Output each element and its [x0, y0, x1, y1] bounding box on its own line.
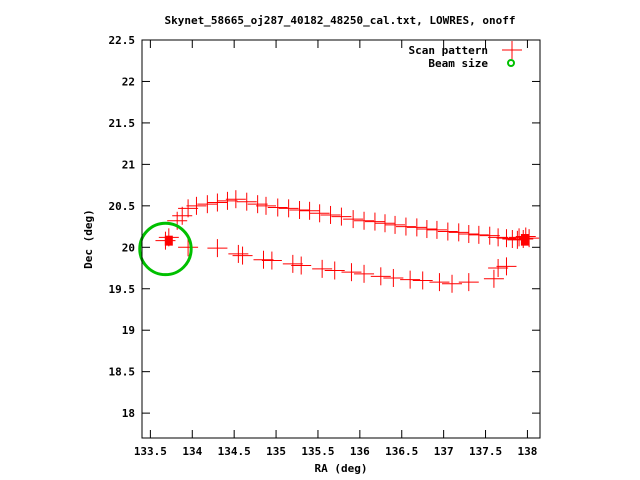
scan-point	[488, 259, 509, 278]
y-tick-label: 22	[122, 75, 135, 88]
scan-point	[207, 193, 228, 212]
scan-point	[426, 220, 447, 239]
scan-point	[217, 191, 238, 210]
x-tick-label: 138	[517, 445, 537, 458]
x-tick-label: 136.5	[385, 445, 418, 458]
scan-point	[320, 205, 341, 224]
scan-point	[282, 254, 303, 273]
scan-point	[437, 222, 458, 241]
scan-point	[299, 201, 320, 220]
scan-point	[236, 192, 257, 211]
scan-cluster-mark	[164, 235, 173, 246]
scan-point	[483, 269, 504, 288]
scan-point	[312, 259, 333, 278]
scan-point	[395, 217, 416, 236]
x-tick-label: 135	[266, 445, 286, 458]
y-tick-label: 20	[122, 241, 135, 254]
scan-point	[496, 257, 517, 276]
scan-point	[178, 199, 199, 218]
scan-point	[172, 206, 193, 225]
scan-point	[354, 211, 375, 230]
scan-point	[354, 264, 375, 283]
scan-point	[479, 226, 500, 245]
scan-point	[247, 195, 268, 214]
y-tick-label: 19.5	[109, 283, 136, 296]
scan-point	[468, 225, 489, 244]
x-axis: 133.5 134 134.5 135 135.5 136 136.5 137 137.5 138	[134, 40, 537, 458]
y-axis: 18 18.5 19 19.5 20 20.5 21 21.5 22 22.5	[109, 34, 540, 420]
scan-point	[341, 263, 362, 282]
scan-point	[225, 190, 246, 209]
scan-point	[253, 250, 274, 269]
scan-point	[232, 246, 253, 265]
legend-label-beam-size: Beam size	[428, 57, 488, 70]
scan-point	[488, 228, 509, 247]
scan-point	[324, 261, 345, 280]
scan-point	[186, 196, 207, 215]
scan-point	[448, 223, 469, 242]
scan-cluster-mark	[520, 234, 529, 246]
scan-point	[429, 273, 450, 292]
scan-point	[458, 273, 479, 292]
x-tick-label: 135.5	[301, 445, 334, 458]
x-tick-label: 137.5	[469, 445, 502, 458]
scan-point	[442, 274, 463, 293]
y-axis-label: Dec (deg)	[82, 209, 95, 269]
y-tick-label: 22.5	[109, 34, 136, 47]
scan-point	[458, 225, 479, 244]
y-tick-label: 21.5	[109, 117, 136, 130]
scan-point	[364, 212, 385, 231]
x-tick-label: 136	[350, 445, 370, 458]
scan-point	[309, 204, 330, 223]
x-tick-label: 137	[434, 445, 454, 458]
y-tick-label: 19	[122, 324, 135, 337]
scan-point	[256, 196, 277, 215]
y-tick-label: 21	[122, 158, 136, 171]
x-tick-label: 134	[182, 445, 202, 458]
y-tick-label: 20.5	[109, 200, 136, 213]
scan-point	[197, 195, 218, 214]
scan-point	[278, 199, 299, 218]
scan-point	[291, 256, 312, 275]
legend: Scan pattern Beam size	[409, 41, 522, 70]
scan-point	[385, 215, 406, 234]
x-tick-label: 133.5	[134, 445, 167, 458]
scan-point	[416, 220, 437, 239]
plot-frame	[141, 39, 541, 439]
scan-point	[267, 198, 288, 217]
scan-point	[412, 271, 433, 290]
legend-marker-beam-size	[507, 59, 515, 67]
scan-point	[289, 200, 310, 219]
scan-point	[178, 238, 199, 257]
x-axis-label: RA (deg)	[315, 462, 368, 475]
legend-marker-scan-pattern	[502, 41, 522, 59]
legend-label-scan-pattern: Scan pattern	[409, 44, 488, 57]
plot-series	[138, 190, 540, 293]
y-tick-label: 18.5	[109, 366, 136, 379]
scan-point	[261, 251, 282, 270]
scan-point	[207, 239, 228, 258]
scan-point	[406, 218, 427, 237]
x-tick-label: 134.5	[218, 445, 251, 458]
scan-point	[374, 214, 395, 233]
scan-point	[370, 267, 391, 286]
scan-point	[383, 268, 404, 287]
y-tick-label: 18	[122, 407, 135, 420]
scan-point	[228, 244, 249, 263]
chart-title: Skynet_58665_oj287_40182_48250_cal.txt, …	[165, 14, 516, 27]
scan-point	[496, 229, 517, 248]
scan-point	[343, 210, 364, 229]
beam-size-circle	[138, 221, 193, 277]
scan-point	[331, 207, 352, 226]
scan-point	[400, 270, 421, 289]
